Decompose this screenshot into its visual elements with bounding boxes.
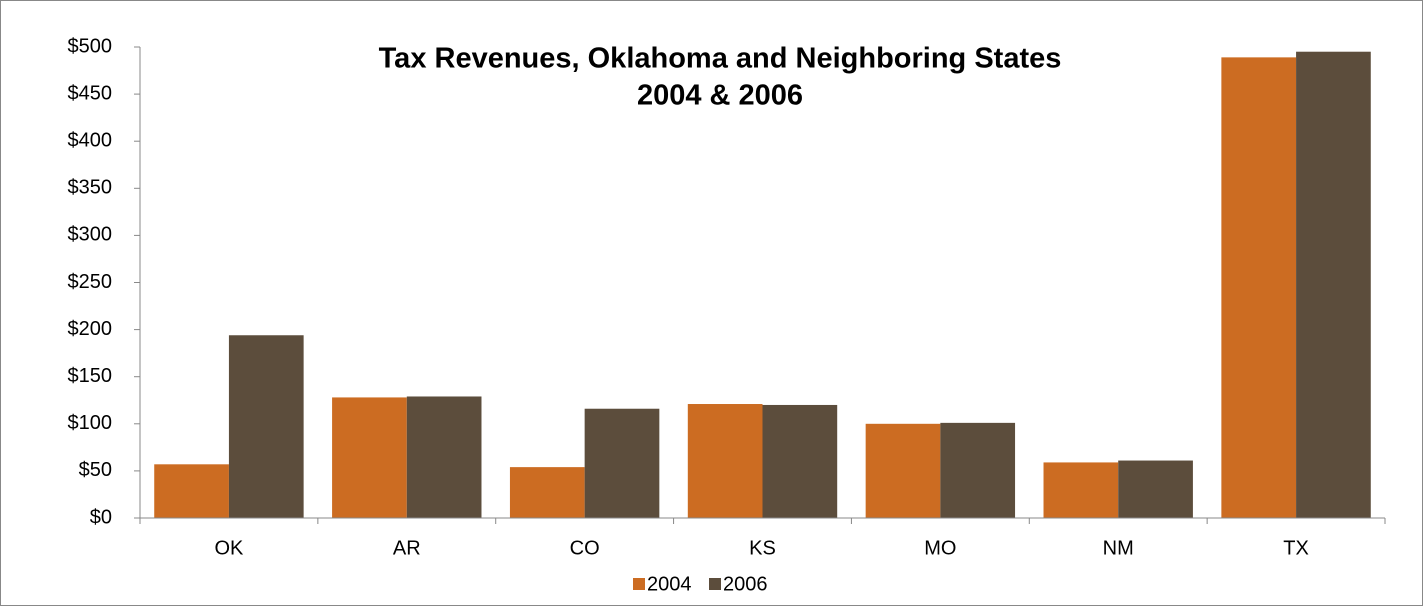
- legend-swatch: [709, 578, 721, 590]
- y-tick-label: $450: [68, 82, 113, 104]
- legend-label: 2006: [723, 573, 768, 595]
- bar: [1043, 462, 1119, 518]
- y-tick-label: $250: [68, 271, 113, 293]
- y-tick-label: $200: [68, 318, 113, 340]
- legend-swatch: [633, 578, 645, 590]
- legend-label: 2004: [647, 573, 692, 595]
- chart-subtitle: 2004 & 2006: [637, 80, 803, 112]
- y-tick-label: $150: [68, 365, 113, 387]
- y-tick-label: $500: [68, 35, 113, 57]
- bar: [584, 408, 660, 518]
- bar: [509, 467, 585, 518]
- bar: [865, 423, 941, 518]
- x-tick-label: OK: [214, 537, 244, 559]
- chart-title: Tax Revenues, Oklahoma and Neighboring S…: [379, 43, 1062, 75]
- x-tick-label: AR: [393, 537, 421, 559]
- y-tick-label: $50: [79, 459, 112, 481]
- x-tick-label: TX: [1283, 537, 1309, 559]
- bar: [940, 422, 1016, 518]
- y-tick-label: $400: [68, 129, 113, 151]
- x-tick-label: CO: [570, 537, 600, 559]
- y-tick-label: $350: [68, 177, 113, 199]
- bar: [406, 396, 482, 518]
- bar: [332, 397, 407, 518]
- y-tick-label: $300: [68, 224, 113, 246]
- x-tick-label: NM: [1103, 537, 1134, 559]
- bar: [1296, 51, 1371, 519]
- y-tick-label: $100: [68, 412, 113, 434]
- bar: [687, 404, 763, 518]
- x-tick-label: KS: [749, 537, 776, 559]
- bar: [1118, 460, 1193, 518]
- x-tick-label: MO: [924, 537, 956, 559]
- bar: [228, 335, 304, 518]
- bar: [154, 464, 229, 518]
- bar: [1221, 57, 1297, 518]
- y-tick-label: $0: [90, 506, 112, 528]
- bar: [762, 404, 838, 518]
